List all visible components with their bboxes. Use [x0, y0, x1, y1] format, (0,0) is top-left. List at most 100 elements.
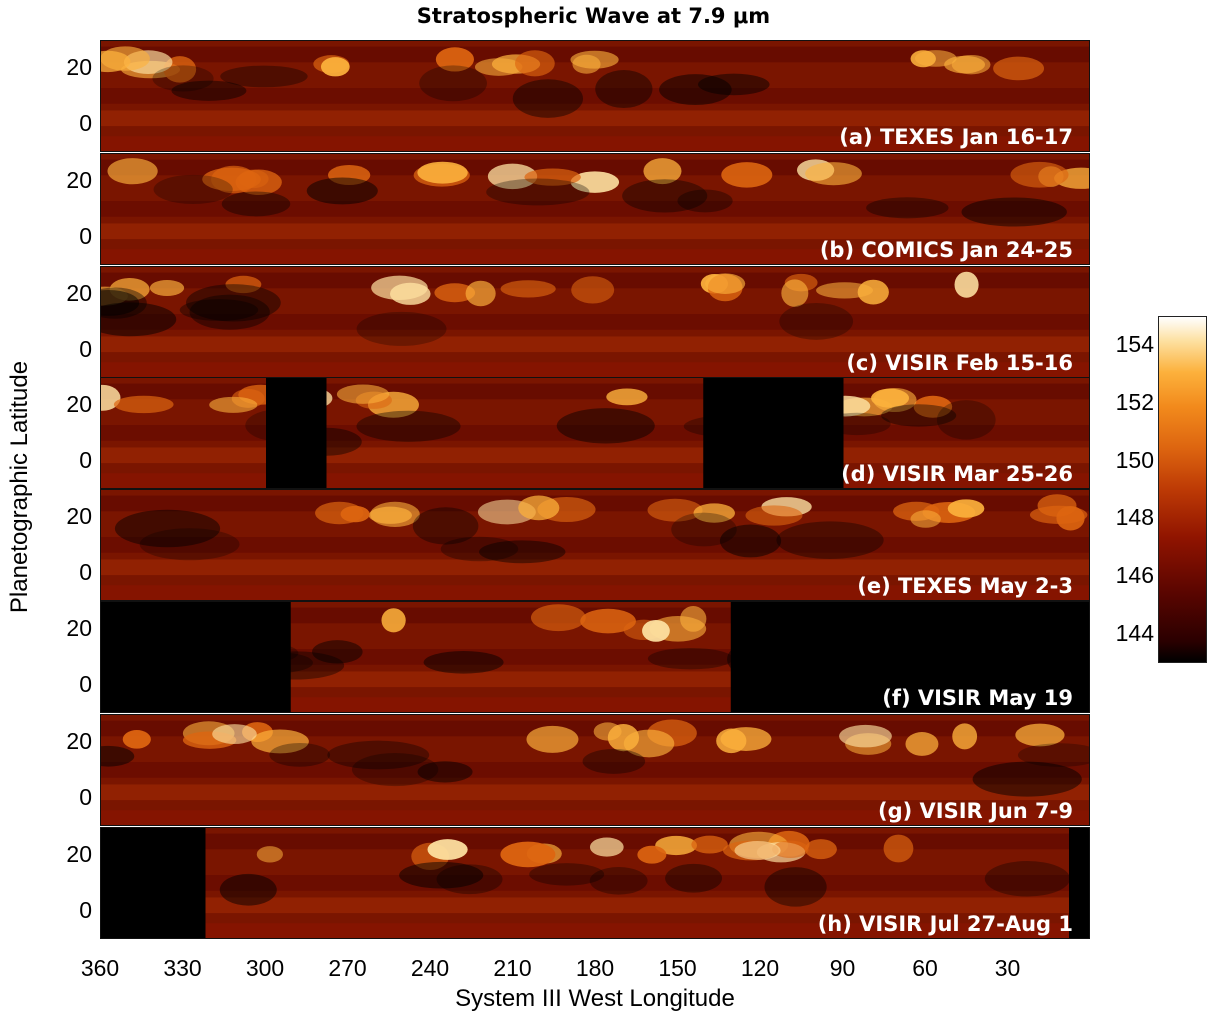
- heatmap-hotspot: [655, 835, 698, 856]
- heatmap-hotspot: [435, 47, 474, 72]
- heatmap-band: [101, 314, 1089, 330]
- x-tick-label: 210: [493, 955, 532, 981]
- heatmap-coldspot: [881, 404, 957, 427]
- heatmap-hotspot: [606, 388, 648, 406]
- heatmap-coldspot: [114, 509, 221, 548]
- x-axis-label: System III West Longitude: [455, 985, 735, 1012]
- y-axis-label: Planetographic Latitude: [6, 360, 33, 614]
- colorbar: [1158, 316, 1207, 663]
- heatmap-hotspot: [256, 846, 283, 863]
- heatmap-hotspot: [647, 498, 703, 522]
- heatmap-coldspot: [189, 294, 270, 330]
- heatmap-coldspot: [582, 748, 646, 774]
- heatmap-hotspot: [805, 162, 862, 186]
- heatmap-image: [101, 154, 1089, 264]
- heatmap-band: [101, 923, 1089, 938]
- y-tick-label: 0: [79, 223, 92, 249]
- panel-label: (g) VISIR Jun 7-9: [878, 799, 1073, 823]
- heatmap-coldspot: [677, 189, 733, 213]
- heatmap-image: [101, 490, 1089, 600]
- heatmap-band: [101, 810, 1089, 825]
- heatmap-hotspot: [107, 158, 158, 185]
- heatmap-coldspot: [529, 863, 605, 886]
- heatmap-band: [101, 88, 1089, 104]
- heatmap-hotspot: [500, 280, 556, 298]
- heatmap-coldspot: [356, 311, 447, 346]
- heatmap-hotspot: [705, 273, 746, 294]
- y-tick-label: 0: [79, 784, 92, 810]
- x-tick-label: 30: [994, 955, 1021, 981]
- panel-label: (h) VISIR Jul 27-Aug 1: [817, 912, 1073, 936]
- heatmap-hotspot: [212, 724, 257, 744]
- no-data-mask: [266, 378, 327, 488]
- heatmap-coldspot: [665, 863, 723, 893]
- panel-label: (e) TEXES May 2-3: [857, 574, 1073, 598]
- heatmap-hotspot: [952, 723, 978, 750]
- heatmap-band: [101, 249, 1089, 264]
- heatmap-band: [101, 362, 1089, 377]
- heatmap-coldspot: [306, 177, 378, 205]
- heatmap-hotspot: [680, 605, 707, 632]
- heatmap-hotspot: [643, 158, 682, 185]
- heatmap-hotspot: [589, 837, 624, 857]
- heatmap-coldspot: [423, 650, 504, 674]
- heatmap-hotspot: [251, 729, 309, 754]
- colorbar-tick-label: 144: [1115, 620, 1154, 647]
- heatmap-coldspot: [556, 408, 655, 444]
- heatmap-coldspot: [479, 540, 566, 564]
- heatmap-hotspot: [524, 168, 581, 186]
- heatmap-hotspot: [570, 50, 619, 69]
- y-tick-label: 20: [66, 615, 92, 641]
- no-data-mask: [1069, 828, 1089, 938]
- heatmap-hotspot: [417, 161, 468, 184]
- heatmap-hotspot: [434, 283, 476, 303]
- heatmap-hotspot: [202, 167, 261, 191]
- heatmap-hotspot: [905, 732, 939, 756]
- heatmap-band: [101, 585, 1089, 600]
- heatmap-hotspot: [781, 279, 809, 307]
- heatmap-hotspot: [954, 271, 979, 298]
- heatmap-coldspot: [866, 197, 949, 219]
- no-data-mask: [101, 602, 291, 712]
- heatmap-hotspot: [910, 510, 941, 528]
- colorbar-tick-label: 152: [1115, 388, 1154, 415]
- heatmap-hotspot: [745, 505, 803, 526]
- heatmap-band: [101, 762, 1089, 778]
- heatmap-coldspot: [356, 410, 461, 442]
- y-tick-label: 20: [66, 391, 92, 417]
- heatmap-band: [101, 336, 1089, 353]
- heatmap-coldspot: [659, 74, 732, 105]
- y-tick-label: 20: [66, 167, 92, 193]
- heatmap-hotspot: [721, 162, 773, 188]
- y-tick-label: 0: [79, 447, 92, 473]
- heatmap-coldspot: [512, 79, 584, 118]
- colorbar-tick-label: 146: [1115, 562, 1154, 589]
- heatmap-hotspot: [101, 46, 150, 71]
- heatmap-band: [101, 110, 1089, 127]
- x-tick-label: 360: [80, 955, 120, 981]
- heatmap-hotspot: [500, 841, 556, 868]
- heatmap-hotspot: [571, 276, 615, 304]
- heatmap-coldspot: [152, 65, 214, 92]
- heatmap-band: [101, 223, 1089, 240]
- y-tick-label: 20: [66, 503, 92, 529]
- heatmap-hotspot: [1010, 161, 1069, 188]
- x-tick-label: 60: [912, 955, 938, 981]
- heatmap-coldspot: [312, 640, 363, 664]
- no-data-mask: [101, 828, 206, 938]
- heatmap-coldspot: [101, 287, 147, 319]
- y-tick-label: 0: [79, 897, 92, 923]
- x-tick-label: 240: [410, 955, 450, 981]
- heatmap-band: [101, 784, 1089, 801]
- heatmap-coldspot: [486, 178, 590, 206]
- x-tick-label: 270: [328, 955, 367, 981]
- heatmap-hotspot: [593, 722, 622, 741]
- x-tick-label: 180: [575, 955, 615, 981]
- heatmap-hotspot: [518, 495, 560, 521]
- heatmap-hotspot: [804, 839, 837, 860]
- panel-g: (g) VISIR Jun 7-9: [100, 714, 1090, 826]
- heatmap-image: [101, 602, 1089, 712]
- heatmap-hotspot: [580, 608, 636, 634]
- heatmap-coldspot: [440, 536, 519, 562]
- heatmap-image: [101, 41, 1089, 151]
